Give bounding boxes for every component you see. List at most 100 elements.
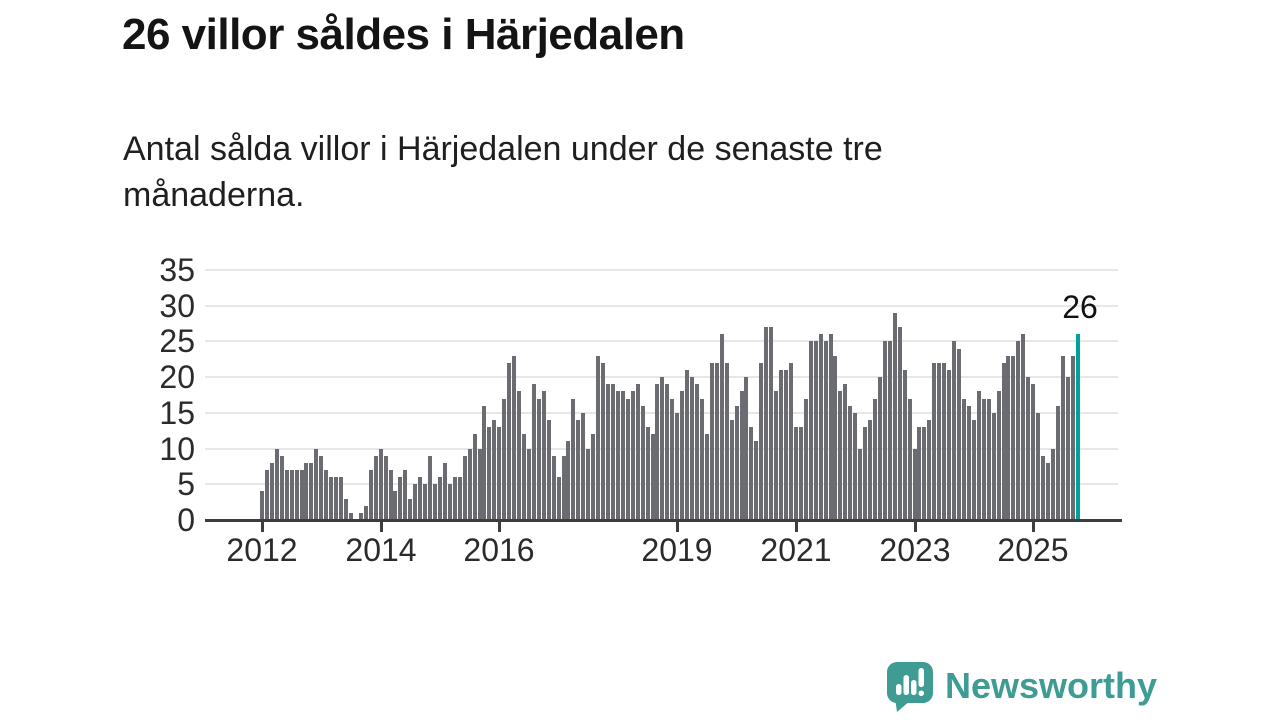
bar [527, 449, 531, 520]
bar [1002, 363, 1006, 520]
bar [280, 456, 284, 520]
bar [571, 399, 575, 520]
bar [917, 427, 921, 520]
bar [616, 391, 620, 520]
bar [319, 456, 323, 520]
bar [304, 463, 308, 520]
x-tick-label: 2021 [760, 532, 832, 568]
newsworthy-logo: Newsworthy [884, 660, 1157, 712]
bar [641, 406, 645, 520]
bar [1016, 341, 1020, 520]
bar [517, 391, 521, 520]
bar [265, 470, 269, 520]
page-title: 26 villor såldes i Härjedalen [122, 10, 685, 59]
bar [898, 327, 902, 520]
bar [863, 427, 867, 520]
bar [260, 491, 264, 520]
bar [972, 420, 976, 520]
bar [369, 470, 373, 520]
bar [997, 391, 1001, 520]
x-tick-label: 2025 [997, 532, 1069, 568]
bar [789, 363, 793, 520]
bar [1061, 356, 1065, 520]
x-axis-line [205, 519, 1122, 522]
bar [473, 434, 477, 520]
y-tick-label: 25 [159, 323, 195, 359]
newsworthy-wordmark: Newsworthy [944, 665, 1157, 706]
bar [675, 413, 679, 520]
bar [1066, 377, 1070, 520]
bar [497, 427, 501, 520]
bar [829, 334, 833, 520]
bar [626, 399, 630, 520]
x-tick-mark [795, 522, 798, 532]
x-tick-mark [676, 522, 679, 532]
bar [270, 463, 274, 520]
bar [522, 434, 526, 520]
bar [804, 399, 808, 520]
bar [290, 470, 294, 520]
bar [334, 477, 338, 520]
bar [977, 391, 981, 520]
bar [468, 449, 472, 520]
bar [710, 363, 714, 520]
bar [547, 420, 551, 520]
y-tick-label: 10 [159, 431, 195, 467]
bar [947, 370, 951, 520]
y-tick-label: 0 [177, 502, 195, 538]
bar [779, 370, 783, 520]
bar [873, 399, 877, 520]
bar [275, 449, 279, 520]
bar [576, 420, 580, 520]
last-value-label: 26 [1062, 289, 1098, 325]
bar [606, 384, 610, 520]
bar [621, 391, 625, 520]
bar [344, 499, 348, 520]
y-tick-label: 5 [177, 466, 195, 502]
bar [314, 449, 318, 520]
bar [1031, 384, 1035, 520]
bar [942, 363, 946, 520]
bar [309, 463, 313, 520]
bar [814, 341, 818, 520]
bar [957, 349, 961, 520]
bar [952, 341, 956, 520]
bar [646, 427, 650, 520]
bar [448, 484, 452, 520]
bar [389, 470, 393, 520]
gridline [205, 305, 1118, 307]
bar [631, 391, 635, 520]
bar [809, 341, 813, 520]
bar [754, 441, 758, 520]
bar [794, 427, 798, 520]
y-tick-label: 35 [159, 252, 195, 288]
bar [987, 399, 991, 520]
bar [502, 399, 506, 520]
bar [655, 384, 659, 520]
bar [542, 391, 546, 520]
bar [838, 391, 842, 520]
bar [453, 477, 457, 520]
bar [819, 334, 823, 520]
x-tick-mark [380, 522, 383, 532]
bar [927, 420, 931, 520]
bar [725, 363, 729, 520]
bar [700, 399, 704, 520]
bar [374, 456, 378, 520]
bar [384, 456, 388, 520]
bar [478, 449, 482, 520]
bar [428, 456, 432, 520]
bar [922, 427, 926, 520]
bar [843, 384, 847, 520]
bar [868, 420, 872, 520]
x-tick-mark [261, 522, 264, 532]
bar [562, 456, 566, 520]
bar [329, 477, 333, 520]
bar [937, 363, 941, 520]
y-tick-label: 15 [159, 395, 195, 431]
bar [349, 513, 353, 520]
bar [1041, 456, 1045, 520]
bar [487, 427, 491, 520]
bar [784, 370, 788, 520]
bar [740, 391, 744, 520]
